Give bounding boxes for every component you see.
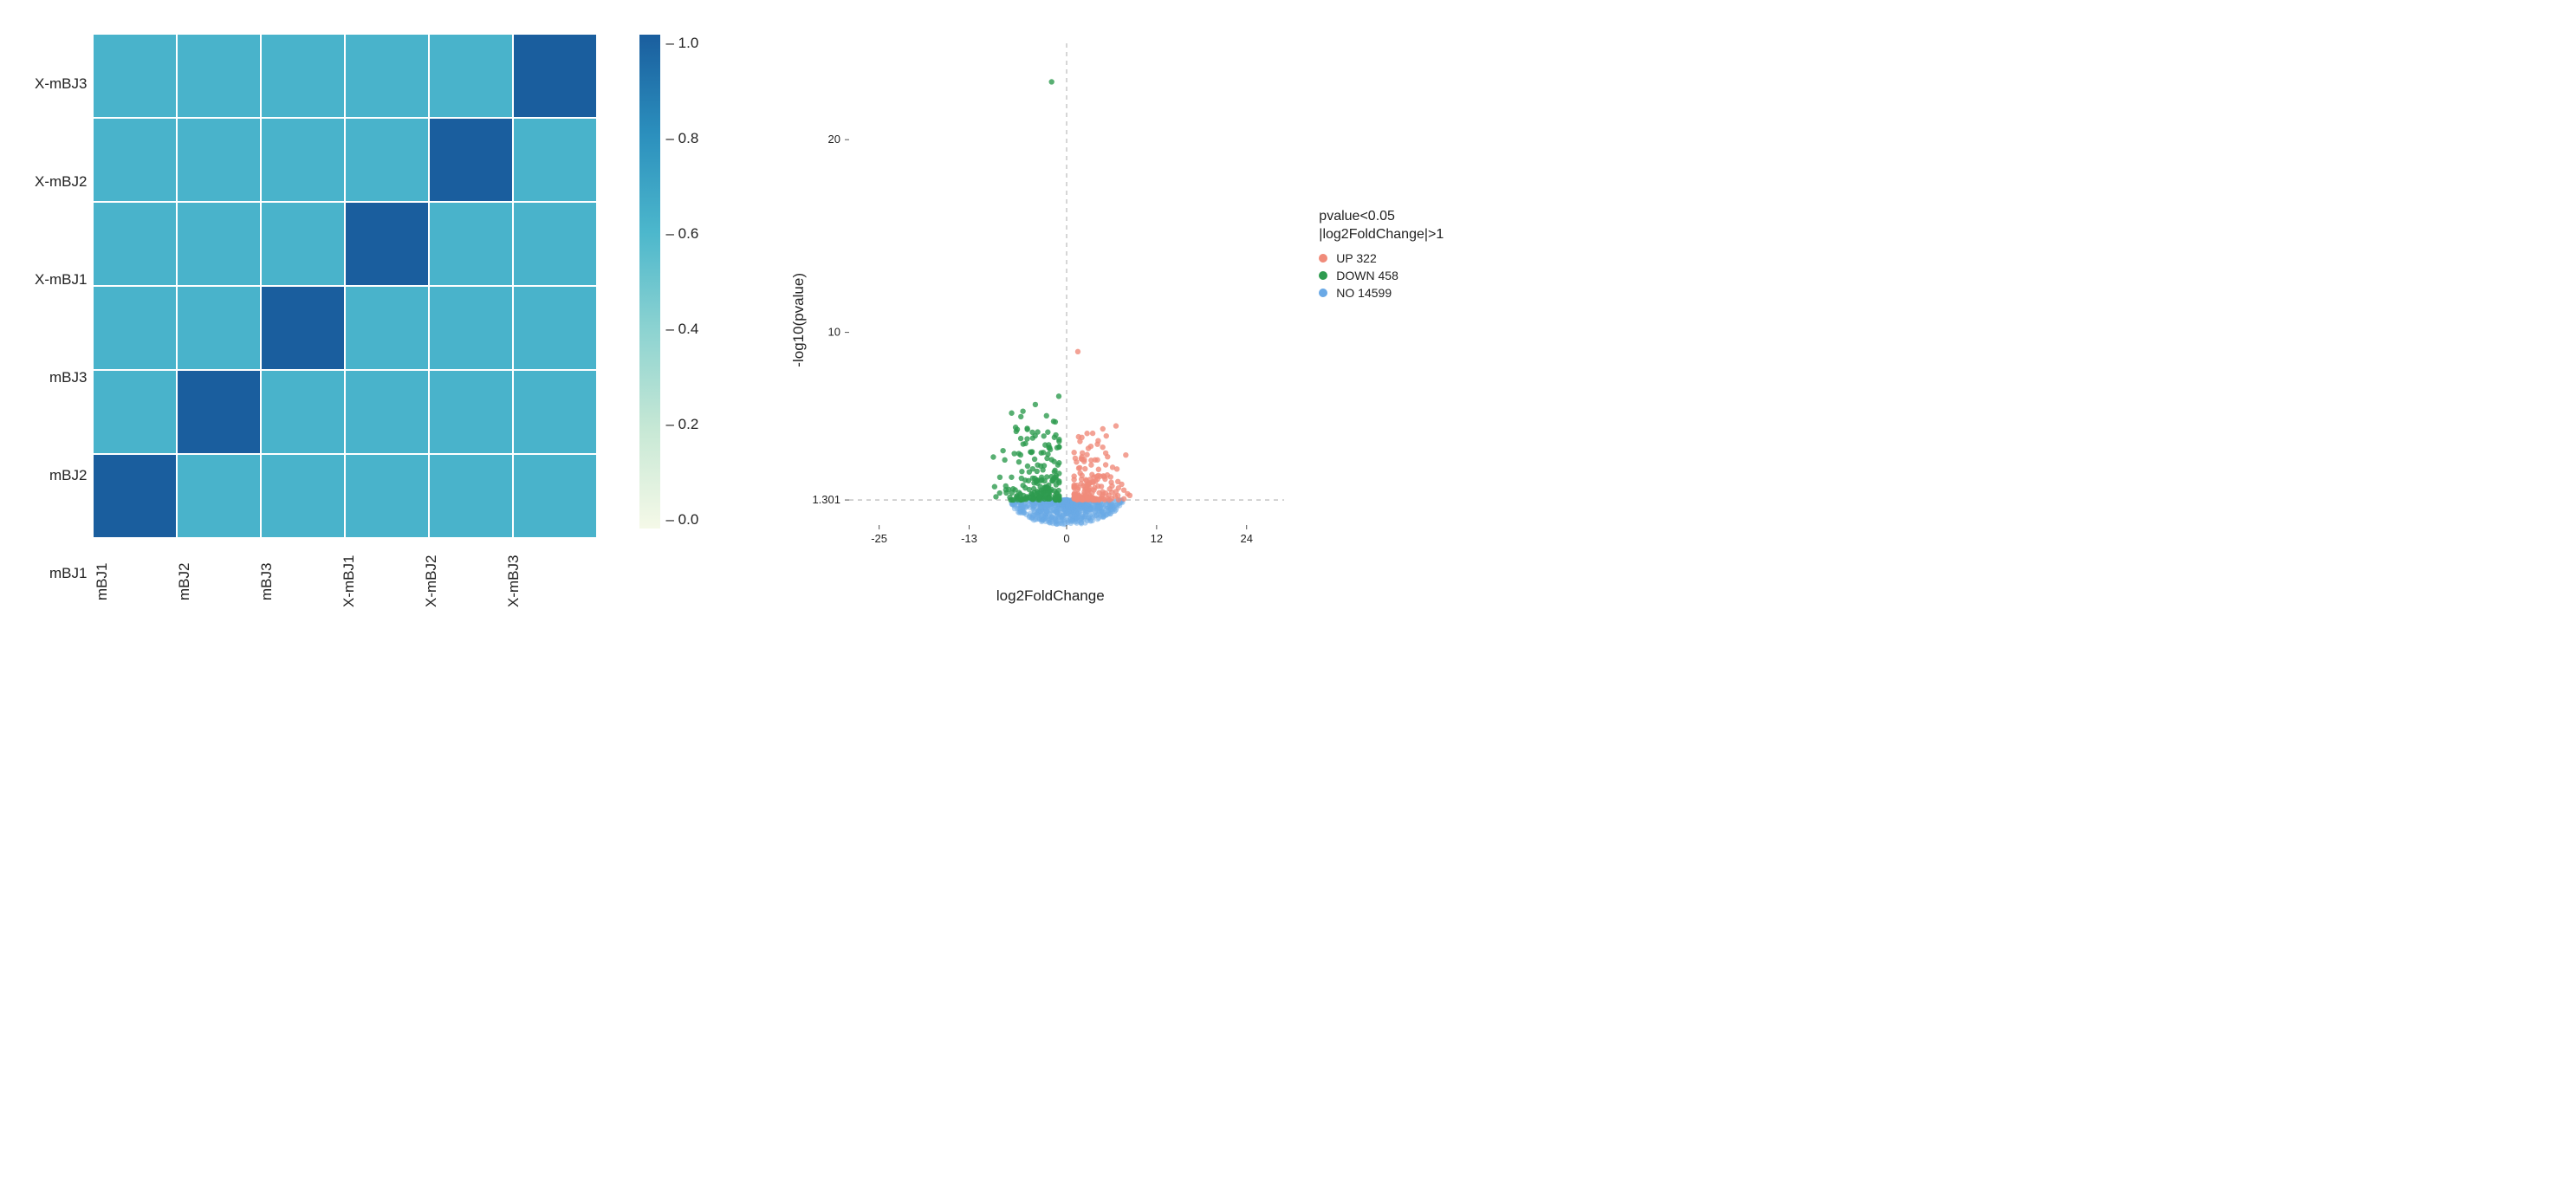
colorbar-ticks: 1.0 0.8 0.6 0.4 0.2 0.0	[660, 35, 698, 529]
heatmap-x-label: X-mBJ3	[505, 544, 587, 622]
volcano-ytick: 20	[828, 133, 840, 146]
heatmap-cell	[514, 35, 596, 117]
heatmap-y-label: mBJ3	[35, 336, 87, 418]
heatmap-cell	[178, 119, 260, 201]
volcano-xtick: 0	[1064, 532, 1070, 545]
heatmap-cell	[514, 287, 596, 369]
heatmap-cell	[94, 455, 176, 537]
legend-label: DOWN 458	[1336, 269, 1398, 282]
volcano-xtick: 12	[1151, 532, 1163, 545]
volcano-x-axis-label: log2FoldChange	[808, 587, 1293, 605]
heatmap-cell	[178, 455, 260, 537]
heatmap-x-axis-labels: mBJ1mBJ2mBJ3X-mBJ1X-mBJ2X-mBJ3	[94, 537, 596, 622]
colorbar-gradient	[639, 35, 660, 529]
volcano-plot: -25 -13 0 12 24 1.301 10 20	[808, 35, 1293, 555]
heatmap-cell	[430, 287, 512, 369]
heatmap-cell	[94, 371, 176, 453]
heatmap-cell	[94, 203, 176, 285]
heatmap-cell	[430, 203, 512, 285]
heatmap-x-label: X-mBJ1	[341, 544, 423, 622]
heatmap-cell	[94, 287, 176, 369]
volcano-xtick: 24	[1241, 532, 1253, 545]
legend-title-line1: pvalue<0.05	[1319, 209, 1395, 224]
heatmap-cell	[514, 203, 596, 285]
volcano-ytick: 10	[828, 326, 840, 339]
colorbar-tick: 0.8	[665, 130, 698, 147]
heatmap-y-label: X-mBJ2	[35, 140, 87, 223]
colorbar-tick: 0.0	[665, 511, 698, 529]
heatmap-y-label: X-mBJ1	[35, 238, 87, 321]
heatmap-cell	[346, 35, 428, 117]
volcano-y-axis-label: -log10(pvalue)	[785, 273, 808, 367]
heatmap-grid	[94, 35, 596, 537]
heatmap-cell	[430, 119, 512, 201]
colorbar-tick: 0.2	[665, 416, 698, 433]
heatmap-cell	[94, 35, 176, 117]
heatmap-colorbar: 1.0 0.8 0.6 0.4 0.2 0.0	[639, 35, 698, 529]
legend-title-line2: |log2FoldChange|>1	[1319, 227, 1444, 242]
heatmap-cell	[514, 371, 596, 453]
colorbar-tick: 1.0	[665, 35, 698, 52]
heatmap-cell	[346, 371, 428, 453]
volcano-ytick: 1.301	[813, 493, 841, 506]
heatmap-cell	[430, 371, 512, 453]
heatmap-cell	[430, 35, 512, 117]
heatmap-cell	[94, 119, 176, 201]
heatmap-y-label: X-mBJ3	[35, 42, 87, 125]
heatmap-y-label: mBJ2	[35, 434, 87, 516]
heatmap-y-axis-labels: X-mBJ3 X-mBJ2 X-mBJ1 mBJ3 mBJ2 mBJ1	[35, 35, 94, 622]
heatmap-y-label: mBJ1	[35, 532, 87, 614]
legend-item: DOWN 458	[1319, 269, 1444, 282]
legend-dot-icon	[1319, 271, 1327, 280]
heatmap-cell	[346, 455, 428, 537]
legend-item: NO 14599	[1319, 286, 1444, 300]
heatmap-cell	[346, 287, 428, 369]
legend-dot-icon	[1319, 254, 1327, 263]
volcano-outlier	[1049, 79, 1054, 84]
legend-title: pvalue<0.05 |log2FoldChange|>1	[1319, 208, 1444, 244]
legend-item: UP 322	[1319, 251, 1444, 265]
heatmap-cell	[262, 119, 344, 201]
heatmap-cell	[262, 455, 344, 537]
heatmap-x-label: X-mBJ2	[423, 544, 505, 622]
heatmap-cell	[514, 119, 596, 201]
legend-label: NO 14599	[1336, 286, 1392, 300]
heatmap-cell	[346, 203, 428, 285]
heatmap-cell	[346, 119, 428, 201]
volcano-xtick: -25	[872, 532, 888, 545]
colorbar-tick: 0.4	[665, 321, 698, 338]
heatmap-main: X-mBJ3X-mBJ2X-mBJ1mBJ3mBJ2mBJ1 mBJ1mBJ2m…	[35, 35, 596, 622]
legend-label: UP 322	[1336, 251, 1376, 265]
heatmap-cell	[178, 203, 260, 285]
heatmap-cell	[178, 287, 260, 369]
heatmap-cell	[262, 203, 344, 285]
volcano-panel: -log10(pvalue) -25 -13 0 12 24 1.301 10 20 log2…	[785, 35, 1444, 605]
heatmap-cell	[262, 287, 344, 369]
colorbar-tick: 0.6	[665, 225, 698, 243]
volcano-outlier	[1075, 349, 1080, 354]
heatmap-x-label: mBJ3	[258, 544, 341, 622]
volcano-legend: pvalue<0.05 |log2FoldChange|>1 UP 322 DOW…	[1319, 208, 1444, 303]
heatmap-cell	[514, 455, 596, 537]
heatmap-cell	[262, 35, 344, 117]
legend-dot-icon	[1319, 289, 1327, 297]
heatmap-x-label: mBJ2	[176, 544, 258, 622]
heatmap-cell	[262, 371, 344, 453]
heatmap-cell	[178, 35, 260, 117]
heatmap-cell	[178, 371, 260, 453]
heatmap-cell	[430, 455, 512, 537]
volcano-xtick: -13	[961, 532, 977, 545]
heatmap-x-label: mBJ1	[94, 544, 176, 622]
heatmap-panel: X-mBJ3X-mBJ2X-mBJ1mBJ3mBJ2mBJ1 mBJ1mBJ2m…	[35, 35, 698, 622]
